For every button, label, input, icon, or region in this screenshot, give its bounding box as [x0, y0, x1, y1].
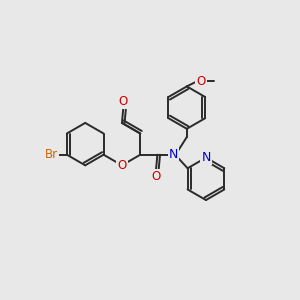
- Text: O: O: [119, 95, 128, 108]
- Text: N: N: [201, 151, 211, 164]
- Text: Br: Br: [45, 148, 58, 161]
- Text: N: N: [169, 148, 178, 161]
- Text: O: O: [196, 75, 206, 88]
- Text: O: O: [151, 170, 160, 183]
- Text: O: O: [117, 159, 127, 172]
